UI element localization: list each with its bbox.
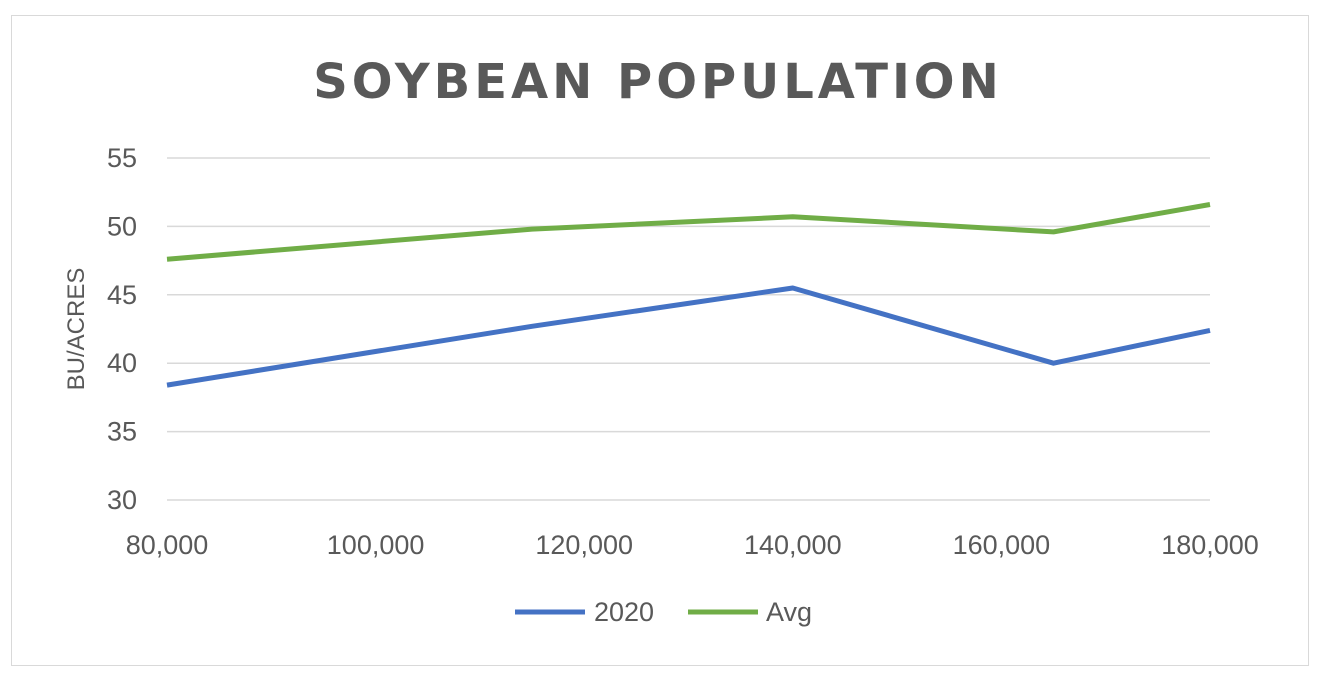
series-line-2020	[166, 285, 1211, 388]
y-tick-label: 55	[107, 143, 137, 173]
legend: 2020 Avg	[515, 597, 812, 627]
gridlines	[167, 157, 1210, 501]
legend-label-2020: 2020	[594, 597, 654, 627]
x-tick-label: 140,000	[744, 530, 842, 560]
x-tick-label: 180,000	[1161, 530, 1259, 560]
y-tick-label: 30	[107, 485, 137, 515]
y-tick-label: 45	[107, 280, 137, 310]
chart-frame	[11, 15, 1309, 666]
series-lines	[166, 202, 1211, 388]
x-tick-label: 80,000	[126, 530, 209, 560]
y-tick-labels: 30 35 40 45 50 55	[107, 143, 137, 515]
x-tick-labels: 80,000 100,000 120,000 140,000 160,000 180,00…	[126, 530, 1259, 560]
x-tick-label: 160,000	[953, 530, 1051, 560]
legend-label-avg: Avg	[766, 597, 812, 627]
y-tick-label: 50	[107, 211, 137, 241]
chart-title: SOYBEAN POPULATION	[313, 54, 1003, 110]
series-line-avg	[166, 202, 1211, 262]
y-tick-label: 40	[107, 348, 137, 378]
y-axis-label: BU/ACRES	[63, 268, 90, 391]
x-tick-label: 120,000	[535, 530, 633, 560]
y-tick-label: 35	[107, 417, 137, 447]
x-tick-label: 100,000	[327, 530, 425, 560]
